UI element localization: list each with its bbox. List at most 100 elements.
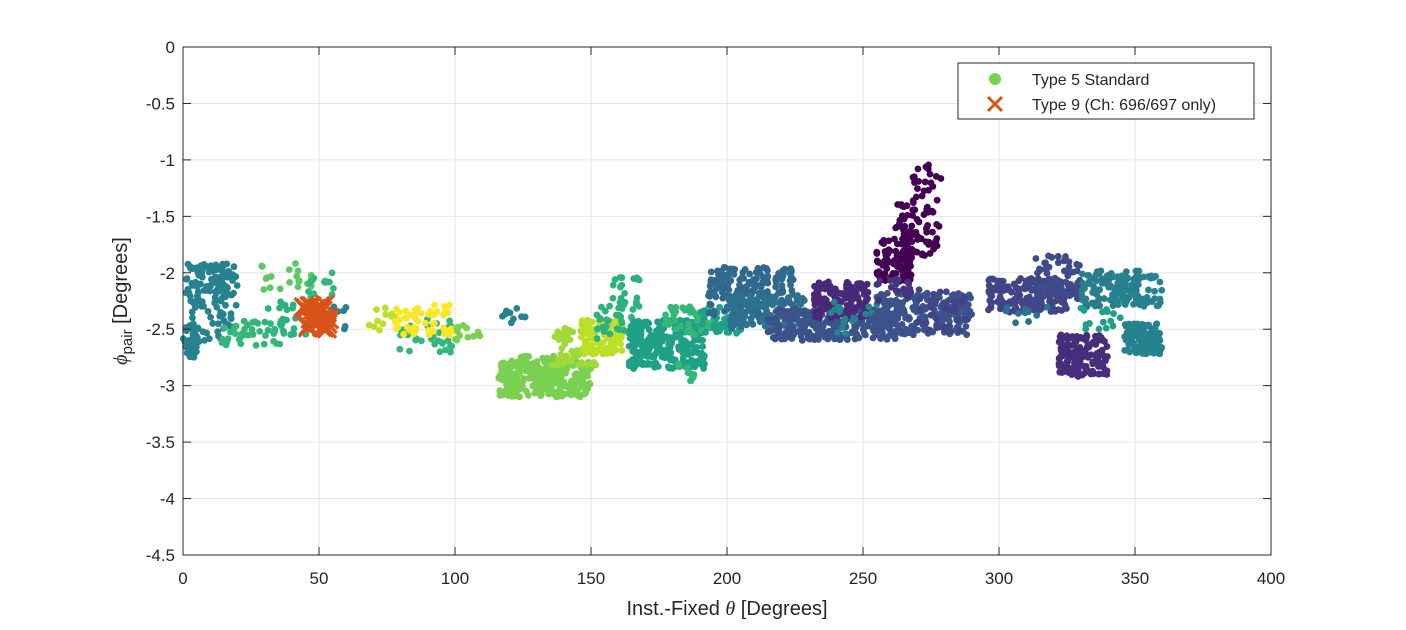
type5-point	[691, 363, 699, 371]
type5-point	[430, 319, 438, 327]
type5-point	[209, 265, 217, 272]
type5-point	[684, 364, 691, 372]
type5-point	[213, 303, 221, 311]
type5-point	[895, 259, 903, 267]
type5-point	[929, 228, 936, 236]
type5-point	[953, 317, 961, 324]
type5-point	[1033, 311, 1041, 319]
type5-point	[522, 362, 530, 370]
x-tick-label: 0	[178, 569, 187, 588]
type5-point	[954, 300, 962, 308]
type5-point	[862, 310, 870, 318]
type5-point	[760, 264, 768, 271]
type5-point	[237, 340, 245, 348]
type5-point	[193, 264, 201, 272]
type5-point	[1060, 334, 1068, 342]
type5-point	[925, 161, 932, 169]
x-tick-label: 50	[310, 569, 329, 588]
type5-point	[222, 285, 230, 292]
type5-point	[707, 268, 715, 276]
y-tick-label: -3	[160, 377, 175, 396]
type5-point	[292, 260, 299, 267]
type5-point	[787, 266, 795, 274]
type5-point	[677, 335, 685, 343]
type5-point	[444, 309, 452, 317]
type5-point	[900, 226, 907, 234]
type5-point	[912, 228, 920, 236]
type5-point	[446, 301, 453, 309]
type5-point	[671, 317, 679, 325]
type5-point	[849, 328, 856, 336]
type5-point	[436, 348, 444, 356]
type5-point	[658, 348, 665, 356]
y-tick-label: -4.5	[146, 546, 175, 565]
type5-point	[767, 327, 775, 335]
type5-point	[843, 336, 851, 344]
type5-point	[778, 282, 786, 289]
type5-point	[422, 319, 429, 327]
type5-point	[611, 276, 619, 283]
type5-point	[203, 329, 211, 337]
type5-point	[915, 286, 923, 294]
type5-point	[667, 349, 675, 357]
type5-point	[724, 276, 732, 284]
type5-point	[898, 212, 906, 220]
type5-point	[558, 344, 566, 352]
type5-point	[1078, 270, 1086, 278]
type5-point	[1065, 263, 1073, 271]
x-tick-label: 150	[577, 569, 605, 588]
type5-point	[603, 345, 611, 352]
x-tick-label: 400	[1257, 569, 1285, 588]
type5-point	[1158, 286, 1166, 294]
type5-point	[838, 290, 846, 297]
type5-point	[786, 277, 794, 285]
type5-point	[1156, 295, 1164, 303]
type5-point	[852, 335, 859, 343]
type5-point	[942, 313, 949, 321]
type5-point	[741, 313, 749, 320]
type5-point	[908, 322, 915, 330]
type5-point	[876, 325, 884, 333]
type5-point	[403, 323, 411, 331]
type5-point	[946, 317, 953, 325]
type5-point	[904, 293, 912, 300]
type5-point	[1084, 271, 1092, 279]
type5-point	[593, 325, 601, 333]
type5-point	[459, 321, 467, 329]
type5-point	[848, 285, 856, 293]
type5-point	[548, 355, 555, 363]
type5-point	[563, 352, 570, 360]
type5-point	[393, 305, 400, 313]
type5-point	[852, 290, 860, 298]
type5-point	[1103, 343, 1111, 350]
type5-point	[683, 339, 690, 347]
type5-point	[908, 245, 916, 253]
type5-point	[285, 266, 293, 274]
type5-point	[798, 336, 806, 344]
y-tick-label: -1	[160, 151, 175, 170]
type5-point	[264, 305, 272, 312]
type5-point	[886, 331, 894, 338]
type5-point	[699, 320, 706, 328]
type5-point	[934, 323, 942, 331]
type5-point	[464, 333, 472, 341]
type5-point	[244, 321, 251, 329]
type5-point	[636, 354, 644, 362]
type5-point	[573, 391, 581, 399]
type5-point	[533, 383, 541, 391]
type5-point	[816, 306, 824, 314]
type5-point	[1095, 353, 1102, 361]
type5-point	[676, 363, 683, 371]
type5-point	[929, 208, 937, 216]
type5-point	[683, 327, 691, 335]
type5-point	[930, 290, 937, 298]
type5-point	[912, 193, 920, 201]
type5-point	[892, 327, 899, 335]
type5-point	[276, 320, 284, 328]
type5-point	[685, 306, 693, 314]
type5-point	[936, 288, 944, 296]
type5-point	[647, 340, 654, 348]
type5-point	[1011, 300, 1019, 308]
type5-point	[1127, 281, 1135, 289]
type5-point	[1126, 348, 1134, 355]
